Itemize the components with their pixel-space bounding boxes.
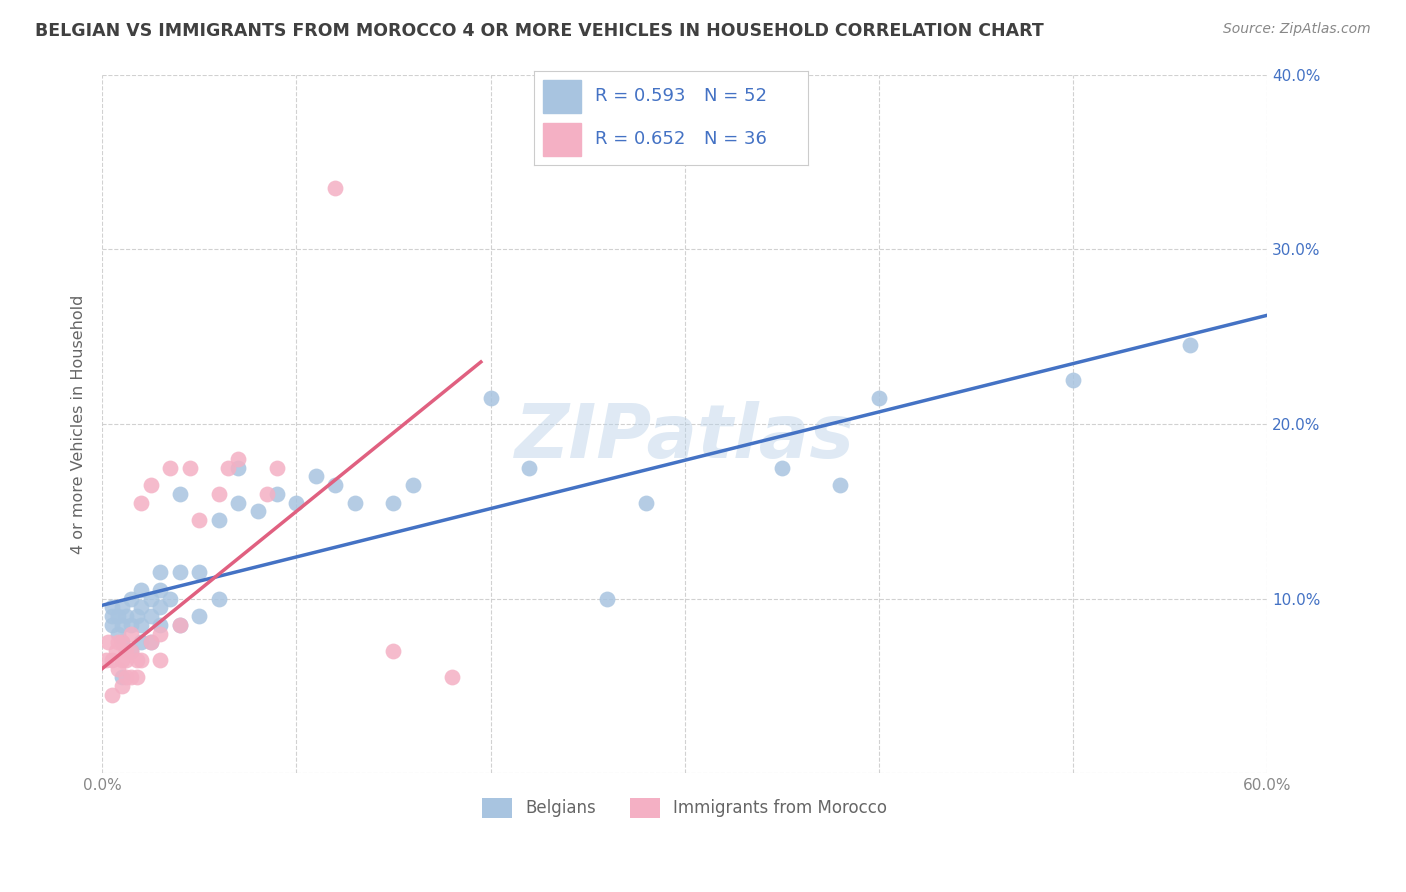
Point bbox=[169, 566, 191, 580]
Point bbox=[111, 635, 134, 649]
Point bbox=[120, 644, 142, 658]
Point bbox=[169, 618, 191, 632]
Point bbox=[188, 513, 211, 527]
Point bbox=[208, 591, 231, 606]
Point bbox=[634, 495, 657, 509]
Text: BELGIAN VS IMMIGRANTS FROM MOROCCO 4 OR MORE VEHICLES IN HOUSEHOLD CORRELATION C: BELGIAN VS IMMIGRANTS FROM MOROCCO 4 OR … bbox=[35, 22, 1043, 40]
Point bbox=[149, 653, 172, 667]
Point bbox=[101, 688, 124, 702]
Text: N = 52: N = 52 bbox=[704, 87, 768, 105]
Point bbox=[868, 391, 890, 405]
Point bbox=[127, 670, 149, 684]
Point bbox=[217, 460, 239, 475]
Point bbox=[149, 566, 172, 580]
Point bbox=[94, 653, 117, 667]
Point bbox=[107, 626, 129, 640]
Bar bbox=[543, 123, 581, 156]
Point bbox=[111, 670, 134, 684]
Point bbox=[208, 513, 231, 527]
Point bbox=[256, 487, 278, 501]
Point bbox=[188, 566, 211, 580]
Point bbox=[382, 495, 405, 509]
Point bbox=[149, 600, 172, 615]
Point bbox=[169, 618, 191, 632]
Text: R = 0.652: R = 0.652 bbox=[595, 130, 685, 148]
Point bbox=[179, 460, 201, 475]
Text: ZIPatlas: ZIPatlas bbox=[515, 401, 855, 475]
Point bbox=[519, 460, 541, 475]
Point bbox=[770, 460, 793, 475]
Point bbox=[101, 653, 124, 667]
Point bbox=[1178, 338, 1201, 352]
Point bbox=[226, 451, 249, 466]
Point bbox=[149, 582, 172, 597]
Point bbox=[111, 600, 134, 615]
Point bbox=[479, 391, 502, 405]
Point bbox=[226, 460, 249, 475]
Point bbox=[139, 591, 162, 606]
Point bbox=[120, 670, 142, 684]
Point bbox=[226, 495, 249, 509]
Point bbox=[101, 600, 124, 615]
Point bbox=[285, 495, 308, 509]
Point bbox=[120, 644, 142, 658]
Text: N = 36: N = 36 bbox=[704, 130, 768, 148]
Point bbox=[596, 591, 619, 606]
Point bbox=[139, 609, 162, 624]
Point bbox=[1062, 373, 1084, 387]
Text: Source: ZipAtlas.com: Source: ZipAtlas.com bbox=[1223, 22, 1371, 37]
Point bbox=[382, 644, 405, 658]
Point bbox=[127, 653, 149, 667]
Point bbox=[323, 181, 346, 195]
Point bbox=[101, 618, 124, 632]
Point bbox=[188, 609, 211, 624]
Point bbox=[139, 478, 162, 492]
Point bbox=[107, 635, 129, 649]
Point bbox=[129, 618, 152, 632]
Point bbox=[111, 618, 134, 632]
Point bbox=[114, 670, 136, 684]
Point bbox=[104, 644, 127, 658]
Point bbox=[129, 635, 152, 649]
Point bbox=[114, 644, 136, 658]
Point bbox=[129, 653, 152, 667]
Point bbox=[107, 609, 129, 624]
Point bbox=[129, 495, 152, 509]
Text: R = 0.593: R = 0.593 bbox=[595, 87, 685, 105]
Point bbox=[305, 469, 328, 483]
Point bbox=[149, 626, 172, 640]
Point bbox=[97, 635, 120, 649]
Point bbox=[139, 635, 162, 649]
Point bbox=[208, 487, 231, 501]
Point bbox=[120, 591, 142, 606]
Point bbox=[266, 460, 288, 475]
Point bbox=[111, 679, 134, 693]
Point bbox=[120, 618, 142, 632]
Legend: Belgians, Immigrants from Morocco: Belgians, Immigrants from Morocco bbox=[475, 791, 894, 824]
Point bbox=[323, 478, 346, 492]
Y-axis label: 4 or more Vehicles in Household: 4 or more Vehicles in Household bbox=[72, 294, 86, 554]
Point bbox=[159, 460, 181, 475]
Point bbox=[343, 495, 366, 509]
Point bbox=[129, 582, 152, 597]
Point bbox=[114, 609, 136, 624]
Point bbox=[111, 635, 134, 649]
Point bbox=[149, 618, 172, 632]
Point bbox=[440, 670, 463, 684]
Point bbox=[830, 478, 852, 492]
Point bbox=[139, 635, 162, 649]
Point bbox=[107, 662, 129, 676]
Point bbox=[111, 653, 134, 667]
Point bbox=[159, 591, 181, 606]
Point bbox=[169, 487, 191, 501]
Point bbox=[127, 609, 149, 624]
Point bbox=[120, 626, 142, 640]
Point bbox=[114, 653, 136, 667]
Point bbox=[129, 600, 152, 615]
Point bbox=[101, 609, 124, 624]
Point bbox=[402, 478, 425, 492]
Point bbox=[266, 487, 288, 501]
Bar bbox=[543, 79, 581, 112]
Point bbox=[246, 504, 269, 518]
